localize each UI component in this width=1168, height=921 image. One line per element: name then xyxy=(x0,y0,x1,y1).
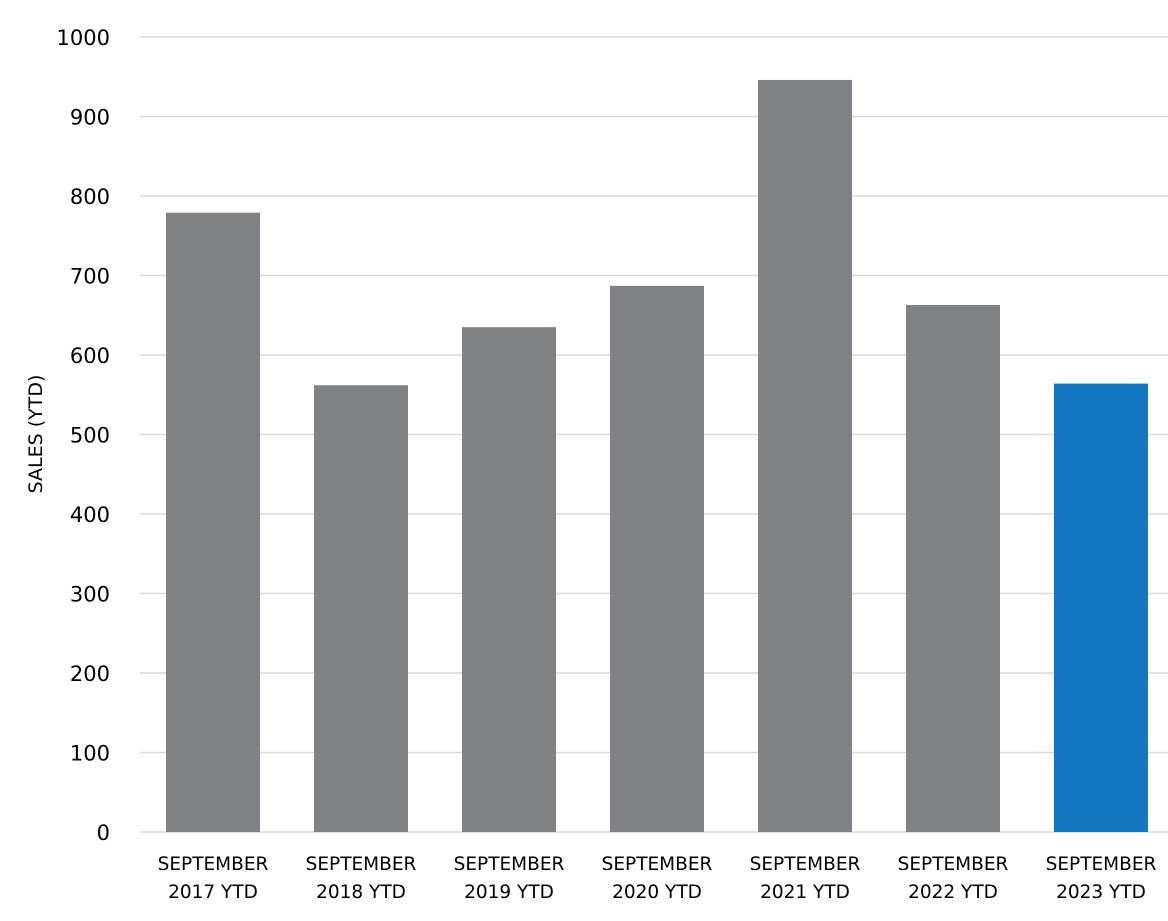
bar-2 xyxy=(314,385,408,832)
x-category-label-line: 2017 YTD xyxy=(168,882,258,903)
x-category-label-line: 2019 YTD xyxy=(464,882,554,903)
x-category-label: SEPTEMBER 2018 YTD xyxy=(306,854,417,903)
x-category-label-line: 2022 YTD xyxy=(908,882,998,903)
x-category-label-line: SEPTEMBER xyxy=(454,854,565,875)
y-tick-label: 0 xyxy=(97,821,110,845)
bars xyxy=(166,79,1148,833)
y-axis-tick-labels: 0 100 200 300 400 500 600 700 800 900 1000 xyxy=(57,26,110,845)
x-category-label-line: SEPTEMBER xyxy=(158,854,269,875)
y-tick-label: 300 xyxy=(70,583,110,607)
x-category-label-line: SEPTEMBER xyxy=(898,854,1009,875)
x-category-label-line: SEPTEMBER xyxy=(750,854,861,875)
bar-6 xyxy=(906,304,1000,832)
y-tick-label: 700 xyxy=(70,265,110,289)
bar-7 xyxy=(1054,383,1148,832)
y-tick-label: 400 xyxy=(70,503,110,527)
x-category-label-line: 2020 YTD xyxy=(612,882,702,903)
x-category-label-line: SEPTEMBER xyxy=(602,854,713,875)
y-tick-label: 200 xyxy=(70,662,110,686)
x-category-label: SEPTEMBER 2019 YTD xyxy=(454,854,565,903)
x-category-label-line: SEPTEMBER xyxy=(306,854,417,875)
x-category-label: SEPTEMBER 2017 YTD xyxy=(158,854,269,903)
y-tick-label: 100 xyxy=(70,742,110,766)
y-tick-label: 500 xyxy=(70,424,110,448)
bar-1 xyxy=(166,212,260,832)
y-axis-title: SALES (YTD) xyxy=(25,375,47,494)
x-category-label-line: 2021 YTD xyxy=(760,882,850,903)
y-tick-label: 800 xyxy=(70,185,110,209)
y-tick-label: 600 xyxy=(70,344,110,368)
y-tick-label: 1000 xyxy=(57,26,110,50)
x-category-label-line: 2018 YTD xyxy=(316,882,406,903)
bar-5 xyxy=(758,79,852,833)
x-category-label-line: 2023 YTD xyxy=(1056,882,1146,903)
x-category-label: SEPTEMBER 2021 YTD xyxy=(750,854,861,903)
x-category-label: SEPTEMBER 2020 YTD xyxy=(602,854,713,903)
y-tick-label: 900 xyxy=(70,106,110,130)
bar-3 xyxy=(462,327,556,832)
x-category-label: SEPTEMBER 2022 YTD xyxy=(898,854,1009,903)
x-category-label-line: SEPTEMBER xyxy=(1046,854,1157,875)
bar-4 xyxy=(610,285,704,833)
x-category-label: SEPTEMBER 2023 YTD xyxy=(1046,854,1157,903)
